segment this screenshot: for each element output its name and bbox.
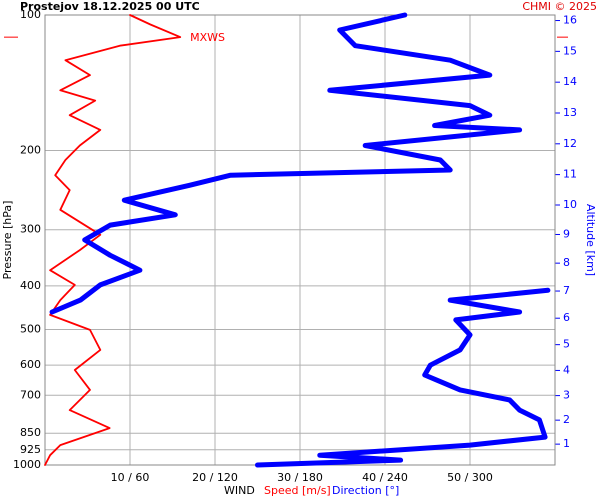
direction-line [49, 12, 523, 315]
x-tick-label: 40 / 240 [362, 471, 408, 484]
y2-tick-label: 9 [563, 227, 570, 240]
legend-entry: Direction [°] [332, 484, 399, 497]
y2-tick-label: 8 [563, 256, 570, 269]
y-tick-label: 850 [20, 426, 41, 439]
legend-entry: Speed [m/s] [264, 484, 331, 497]
y2-tick-label: 10 [563, 198, 577, 211]
speed-line [44, 14, 182, 466]
x-tick-label: 50 / 300 [447, 471, 493, 484]
y-tick-label: 500 [20, 323, 41, 336]
y2-tick-label: 16 [563, 14, 577, 27]
direction-line [255, 287, 551, 468]
y2-tick-label: 11 [563, 168, 577, 181]
y2-tick-label: 3 [563, 389, 570, 402]
x-axis-label: WIND [224, 484, 255, 497]
y-tick-label: 400 [20, 279, 41, 292]
credit: CHMI © 2025 [522, 0, 597, 13]
y2-tick-label: 6 [563, 311, 570, 324]
y2-tick-label: 4 [563, 363, 570, 376]
y2-tick-label: 1 [563, 437, 570, 450]
y-tick-label: 200 [20, 143, 41, 156]
y-tick-label: 700 [20, 388, 41, 401]
x-tick-label: 20 / 120 [192, 471, 238, 484]
y2-tick-label: 7 [563, 284, 570, 297]
y-tick-label: 300 [20, 223, 41, 236]
y2-tick-label: 2 [563, 413, 570, 426]
y2-tick-label: 14 [563, 75, 577, 88]
chart-title: Prostejov 18.12.2025 00 UTC [20, 0, 200, 13]
y-tick-label: 925 [20, 443, 41, 456]
y2-axis-label: Altitude [km] [584, 204, 597, 276]
y2-tick-label: 12 [563, 137, 577, 150]
x-tick-label: 30 / 180 [277, 471, 323, 484]
y-tick-label: 600 [20, 358, 41, 371]
x-tick-label: 10 / 60 [111, 471, 150, 484]
annotation: MXWS [190, 31, 225, 44]
y-tick-label: 1000 [13, 458, 41, 471]
y2-tick-label: 13 [563, 106, 577, 119]
y2-tick-label: 5 [563, 338, 570, 351]
y-axis-label: Pressure [hPa] [1, 201, 14, 280]
y2-tick-label: 15 [563, 44, 577, 57]
y-tick-label: 100 [20, 8, 41, 21]
